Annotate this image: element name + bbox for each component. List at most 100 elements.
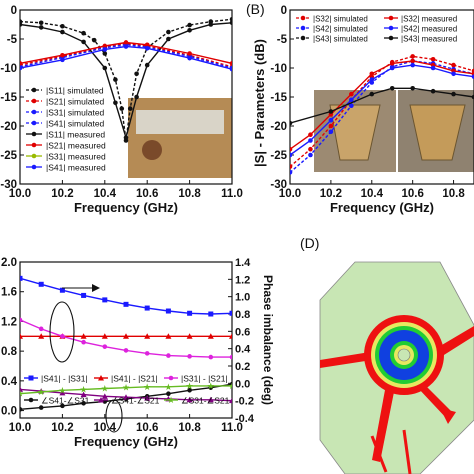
x-tick-label: 10.2 — [320, 188, 342, 200]
data-point — [328, 123, 334, 129]
data-point — [119, 106, 125, 111]
legend-marker — [300, 25, 306, 31]
data-point — [102, 65, 108, 71]
y2-tick-label: 0.2 — [235, 361, 250, 373]
legend-entry: |S43| simulated — [313, 35, 368, 44]
hfss-field-arm-bottom-left — [372, 390, 394, 462]
data-point — [349, 103, 354, 108]
data-point — [451, 62, 456, 68]
y-tick-label: -5 — [277, 34, 288, 46]
x-tick-label: 10.4 — [361, 188, 384, 200]
legend-entry: ∠S41-∠S31 — [41, 396, 90, 406]
legend-entry: |S11| measured — [46, 130, 105, 140]
legend-marker — [388, 35, 394, 41]
data-point — [20, 61, 23, 66]
data-point — [60, 403, 65, 409]
data-point — [123, 333, 129, 339]
annotation-ellipse — [49, 301, 75, 363]
data-point — [308, 138, 313, 143]
y-tick-label: 0.4 — [1, 376, 18, 388]
data-point — [451, 71, 456, 77]
data-point: ★ — [164, 382, 172, 392]
photo-pcb-back — [409, 104, 466, 161]
data-point — [410, 62, 415, 68]
data-point — [134, 94, 139, 100]
series-line — [290, 64, 474, 156]
data-point — [20, 407, 23, 412]
data-point — [59, 389, 66, 396]
data-point — [471, 74, 474, 79]
legend-marker — [28, 375, 34, 381]
x-tick-label: 10.6 — [136, 188, 158, 200]
data-point — [38, 405, 44, 410]
photo-pcb-front — [329, 104, 381, 161]
data-point — [60, 29, 65, 35]
data-point — [134, 71, 139, 77]
data-point: ★ — [80, 384, 88, 394]
data-point — [187, 22, 192, 28]
data-point — [38, 25, 44, 30]
data-point — [208, 311, 214, 317]
series-line — [20, 385, 232, 395]
x-tick-label: 10.6 — [136, 422, 158, 434]
data-point — [328, 117, 334, 123]
data-point — [290, 164, 293, 169]
legend-entry: |S11| simulated — [46, 86, 104, 96]
data-point — [229, 310, 232, 316]
legend-marker — [31, 87, 37, 93]
data-point — [123, 301, 129, 307]
legend-marker — [300, 15, 306, 21]
data-point — [101, 393, 108, 399]
x-tick-label: 10.0 — [9, 188, 31, 200]
legend-entry: |S43| measured — [401, 35, 457, 44]
data-point — [349, 97, 354, 103]
x-tick-label: 10.2 — [51, 422, 73, 434]
data-point — [207, 333, 214, 339]
legend-entry: |S42| measured — [401, 25, 457, 34]
data-point — [290, 170, 293, 175]
data-point — [166, 29, 171, 35]
legend-entry: |S42| simulated — [313, 25, 368, 34]
series-group: ★ ★ ★ ★ ★ ★ ★ ★ ★ ★ ★ — [20, 275, 232, 412]
data-point — [102, 47, 108, 52]
data-point — [81, 292, 87, 298]
y-tick-label: 1.6 — [1, 287, 17, 299]
legend-marker — [31, 153, 37, 159]
data-point — [20, 317, 23, 323]
legend-marker — [28, 397, 34, 403]
series-line — [290, 87, 474, 124]
x-tick-label: 10.8 — [442, 188, 465, 200]
data-point — [229, 16, 232, 22]
data-point — [38, 20, 44, 26]
legend-marker — [31, 131, 37, 137]
legend-entry: |S41| measured — [46, 163, 106, 173]
data-point — [144, 395, 151, 401]
series-line — [20, 277, 232, 315]
legend-marker — [388, 25, 394, 31]
data-point — [165, 308, 171, 314]
data-point: ★ — [37, 387, 45, 397]
y-tick-label: -20 — [0, 121, 17, 133]
legend-marker — [31, 109, 37, 115]
data-point — [328, 109, 334, 114]
x-tick-label: 10.4 — [94, 188, 117, 200]
x-tick-label: 10.6 — [401, 188, 423, 200]
data-point — [410, 58, 415, 64]
legend-entry: ∠S41-∠S21 — [111, 396, 160, 406]
data-point — [91, 37, 97, 43]
data-point — [349, 91, 354, 97]
data-point — [290, 152, 293, 158]
data-point — [451, 91, 456, 97]
data-point — [328, 129, 334, 135]
data-point — [430, 65, 436, 71]
data-point — [123, 40, 129, 45]
data-point — [229, 66, 232, 72]
data-point — [186, 333, 193, 339]
data-point — [38, 281, 44, 287]
data-point — [144, 45, 150, 51]
data-point — [410, 54, 415, 59]
data-point — [389, 61, 395, 66]
legend-marker — [388, 15, 394, 21]
data-point — [144, 62, 150, 68]
